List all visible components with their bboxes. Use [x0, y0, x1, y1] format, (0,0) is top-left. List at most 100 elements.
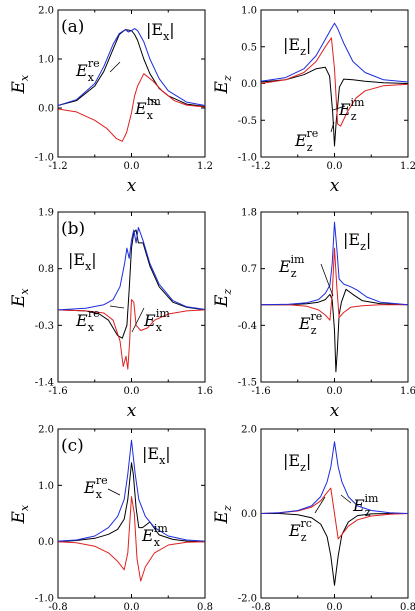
series-line-re — [261, 513, 408, 586]
y-tick-label: -0.4 — [238, 321, 257, 332]
annotation-leader — [107, 488, 121, 496]
annotation-re: Ezre — [294, 127, 318, 154]
annotation-im: Ezim — [352, 492, 379, 519]
x-tick-label: 0.8 — [400, 602, 415, 611]
x-axis-label: x — [127, 401, 137, 421]
series-group — [261, 22, 408, 147]
series-group — [261, 441, 408, 586]
y-tick-label: 1.0 — [38, 481, 54, 492]
series-line-im — [261, 247, 408, 321]
y-tick-label: -0.3 — [35, 321, 54, 332]
panel-label: (b) — [61, 219, 85, 239]
x-tick-label: -1.6 — [251, 386, 270, 397]
y-axis-label: Ex — [9, 504, 31, 524]
annotation-abs: |Ez| — [283, 451, 311, 474]
y-axis-label: Ez — [212, 289, 234, 308]
panel-label: (a) — [61, 17, 84, 37]
x-tick-label: -0.8 — [251, 602, 270, 611]
annotation-im: Ezim — [338, 96, 365, 123]
annotation-leader — [320, 263, 334, 297]
x-tick-label: -1.2 — [251, 161, 270, 172]
annotation-im: Exim — [134, 95, 161, 122]
series-group — [58, 28, 205, 142]
y-tick-label: -1.0 — [35, 153, 54, 164]
series-line-abs — [261, 221, 408, 306]
y-tick-label: 2.0 — [241, 425, 257, 436]
y-tick-label: 0.7 — [241, 264, 257, 275]
y-tick-label: -1.4 — [35, 378, 54, 389]
series-line-re — [58, 462, 205, 543]
series-line-im — [58, 73, 205, 142]
series-line-im — [58, 299, 205, 370]
y-tick-label: -0.5 — [238, 116, 257, 127]
y-tick-label: 0.8 — [38, 264, 54, 275]
annotation-leader — [147, 97, 159, 106]
x-tick-label: 1.2 — [197, 161, 213, 172]
x-tick-label: 1.2 — [400, 161, 415, 172]
panel-a-right: -1.0 -0.5 0.0 0.5 1.0 -1.2 0.0 1.2 x Ez |Ez| Ezre Ez… — [212, 6, 415, 197]
x-axis-label: x — [330, 176, 340, 196]
annotation-im: Exim — [143, 307, 170, 334]
annotation-abs: |Ex| — [146, 20, 175, 43]
annotation-abs: |Ez| — [343, 230, 371, 253]
series-line-re — [261, 66, 408, 147]
annotation-re: Exre — [75, 307, 100, 334]
y-tick-label: 1.9 — [38, 208, 54, 219]
panel-a-left: -1.0 0.0 1.0 2.0 -1.2 0.0 1.2 x Ex (a) |Ex| Exre Exi… — [9, 6, 213, 197]
series-line-abs — [58, 227, 205, 311]
y-tick-label: 1.0 — [241, 6, 257, 17]
x-axis-label: x — [330, 401, 340, 421]
x-tick-label: 0.0 — [327, 161, 343, 172]
annotation-im: Ezim — [278, 253, 305, 280]
annotation-leader — [109, 305, 125, 309]
annotation-leader — [314, 496, 326, 514]
x-tick-label: -0.8 — [48, 602, 67, 611]
series-line-abs — [58, 28, 205, 106]
series-line-abs — [261, 22, 408, 83]
annotation-re: Ezre — [298, 310, 322, 337]
series-line-abs — [261, 441, 408, 514]
y-tick-label: 2.0 — [38, 425, 54, 436]
x-tick-label: 1.6 — [197, 386, 213, 397]
series-line-abs — [58, 439, 205, 542]
plot-frame — [260, 9, 409, 158]
y-tick-label: -1.0 — [238, 153, 257, 164]
panel-label: (c) — [61, 436, 84, 456]
annotation-abs: |Ex| — [68, 250, 97, 273]
x-tick-label: -1.2 — [48, 161, 67, 172]
plot-frame — [260, 211, 409, 383]
panel-b-right: -1.5 -0.4 0.7 1.8 -1.6 0.0 1.6 x Ez |Ez| Ezre Ezim — [212, 208, 415, 422]
series-line-im — [261, 487, 408, 540]
series-group — [261, 221, 408, 373]
y-tick-label: -1.5 — [238, 378, 257, 389]
x-tick-label: 0.0 — [124, 386, 140, 397]
panel-b-left: -1.4 -0.3 0.8 1.9 -1.6 0.0 1.6 x Ex (b) |Ex| Exre Ex… — [9, 208, 213, 422]
annotation-leader — [131, 307, 145, 333]
annotation-im: Exim — [141, 522, 168, 549]
series-group — [58, 227, 205, 370]
series-line-im — [58, 496, 205, 582]
panel-c-left: -1.00.01.02.0-0.80.00.8xEx(c)|Ex|ExreExi… — [9, 425, 213, 611]
y-tick-label: 0.0 — [241, 509, 257, 520]
x-tick-label: 0.0 — [124, 161, 140, 172]
annotation-leader — [109, 61, 121, 73]
y-axis-label: Ex — [9, 74, 31, 94]
x-axis-label: x — [127, 176, 137, 196]
y-tick-label: 2.0 — [38, 6, 54, 17]
annotation-re: Exre — [83, 474, 108, 501]
x-tick-label: 0.0 — [327, 386, 343, 397]
y-tick-label: 1.0 — [38, 55, 54, 66]
annotation-abs: |Ex| — [142, 444, 171, 467]
y-tick-label: -2.0 — [238, 594, 257, 605]
y-tick-label: -1.0 — [35, 594, 54, 605]
annotation-re: Ezrc — [288, 517, 312, 544]
annotation-leader — [330, 121, 335, 133]
x-tick-label: -1.6 — [48, 386, 67, 397]
series-line-re — [58, 229, 205, 339]
y-tick-label: 0.5 — [241, 42, 257, 53]
annotation-abs: |Ez| — [283, 35, 311, 58]
series-line-re — [261, 288, 408, 373]
y-tick-label: 0.0 — [241, 79, 257, 90]
x-tick-label: 1.6 — [400, 386, 415, 397]
